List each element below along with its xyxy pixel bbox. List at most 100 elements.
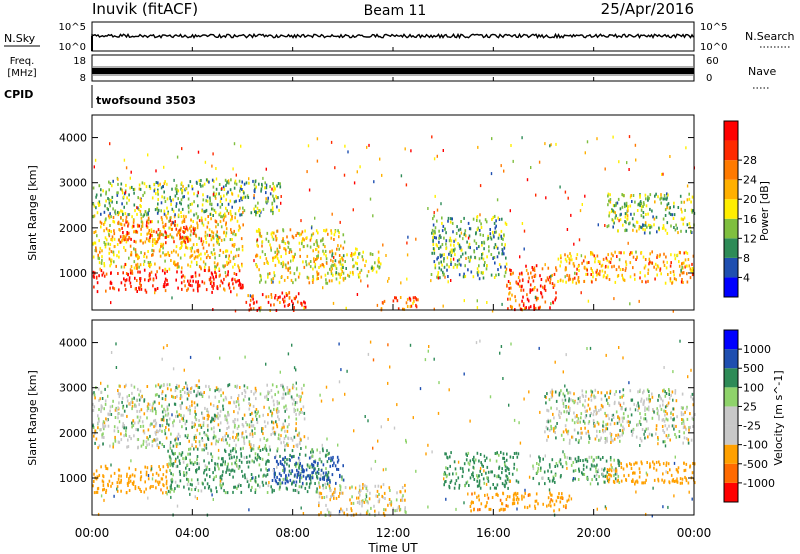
heatmap-cell [161, 392, 163, 396]
heatmap-cell [93, 204, 96, 208]
heatmap-cell [284, 263, 287, 267]
heatmap-cell [494, 452, 497, 455]
heatmap-cell [485, 456, 488, 460]
heatmap-cell [206, 465, 208, 469]
heatmap-cell [150, 230, 153, 234]
heatmap-cell [685, 264, 688, 268]
heatmap-cell [199, 423, 202, 427]
heatmap-cell [184, 243, 187, 247]
heatmap-cell [211, 207, 213, 211]
heatmap-cell [166, 182, 168, 186]
heatmap-cell [237, 432, 240, 436]
heatmap-cell [583, 265, 586, 269]
heatmap-cell [604, 474, 607, 478]
heatmap-cell [227, 261, 230, 265]
heatmap-cell [271, 201, 274, 205]
heatmap-cell [252, 404, 255, 408]
heatmap-cell [478, 484, 480, 488]
heatmap-cell [673, 226, 675, 229]
heatmap-cell [567, 196, 569, 200]
heatmap-cell [361, 501, 363, 505]
heatmap-cell [101, 433, 103, 437]
heatmap-cell [340, 272, 342, 276]
heatmap-cell [648, 196, 650, 200]
heatmap-cell [288, 241, 290, 245]
heatmap-cell [538, 463, 540, 467]
heatmap-cell [272, 256, 274, 260]
heatmap-cell [92, 255, 95, 259]
colorbar-tick-label: 28 [743, 154, 757, 167]
heatmap-cell [550, 143, 552, 147]
heatmap-cell [110, 230, 112, 234]
heatmap-cell [358, 491, 360, 494]
heatmap-cell [220, 477, 223, 481]
heatmap-cell [249, 478, 252, 482]
heatmap-cell [235, 443, 237, 447]
heatmap-cell [109, 224, 111, 227]
heatmap-cell [468, 227, 471, 231]
heatmap-cell [479, 213, 481, 217]
heatmap-cell [444, 227, 446, 231]
heatmap-cell [222, 470, 224, 474]
heatmap-cell [395, 296, 397, 300]
heatmap-cell [191, 275, 194, 279]
heatmap-cell [278, 208, 280, 212]
heatmap-cell [113, 232, 116, 236]
heatmap-cell [194, 415, 196, 419]
heatmap-cell [359, 493, 361, 497]
colorbar-tick-label: 8 [743, 252, 750, 265]
heatmap-cell [225, 227, 228, 231]
heatmap-cell [679, 481, 682, 485]
heatmap-cell [248, 181, 250, 185]
heatmap-cell [165, 479, 168, 483]
heatmap-cell [288, 391, 291, 395]
heatmap-cell [432, 232, 435, 236]
heatmap-cell [189, 203, 192, 206]
heatmap-cell [318, 458, 321, 462]
heatmap-cell [547, 278, 550, 282]
heatmap-cell [140, 490, 142, 493]
heatmap-cell [254, 410, 257, 414]
heatmap-cell [209, 234, 212, 238]
heatmap-cell [226, 427, 228, 430]
heatmap-cell [163, 165, 165, 169]
heatmap-cell [442, 270, 444, 274]
heatmap-cell [213, 430, 215, 434]
heatmap-cell [247, 485, 250, 489]
heatmap-cell [123, 246, 125, 250]
heatmap-cell [104, 464, 107, 468]
heatmap-cell [532, 464, 534, 468]
heatmap-cell [513, 462, 516, 466]
heatmap-cell [515, 493, 517, 497]
heatmap-cell [322, 483, 324, 487]
heatmap-cell [538, 482, 540, 486]
heatmap-cell [92, 215, 95, 219]
heatmap-cell [154, 479, 157, 483]
heatmap-cell [546, 276, 549, 280]
date-title: 25/Apr/2016 [601, 0, 694, 18]
heatmap-cell [234, 485, 237, 489]
heatmap-cell [282, 260, 284, 264]
heatmap-cell [278, 487, 281, 491]
heatmap-cell [634, 143, 637, 147]
heatmap-cell [635, 229, 638, 233]
heatmap-cell [459, 246, 462, 250]
heatmap-cell [331, 263, 333, 267]
heatmap-cell [179, 394, 182, 397]
heatmap-cell [683, 261, 685, 265]
heatmap-cell [201, 209, 203, 213]
heatmap-cell [95, 490, 98, 494]
heatmap-cell [684, 258, 687, 262]
heatmap-cell [642, 255, 645, 259]
heatmap-cell [649, 193, 652, 197]
heatmap-cell [501, 471, 503, 475]
heatmap-cell [315, 229, 318, 233]
heatmap-cell [252, 444, 255, 447]
heatmap-cell [568, 274, 571, 278]
heatmap-cell [126, 395, 128, 399]
heatmap-cell [293, 407, 295, 411]
heatmap-cell [613, 297, 615, 301]
heatmap-cell [206, 233, 209, 237]
heatmap-cell [238, 269, 241, 273]
heatmap-cell [325, 503, 327, 507]
